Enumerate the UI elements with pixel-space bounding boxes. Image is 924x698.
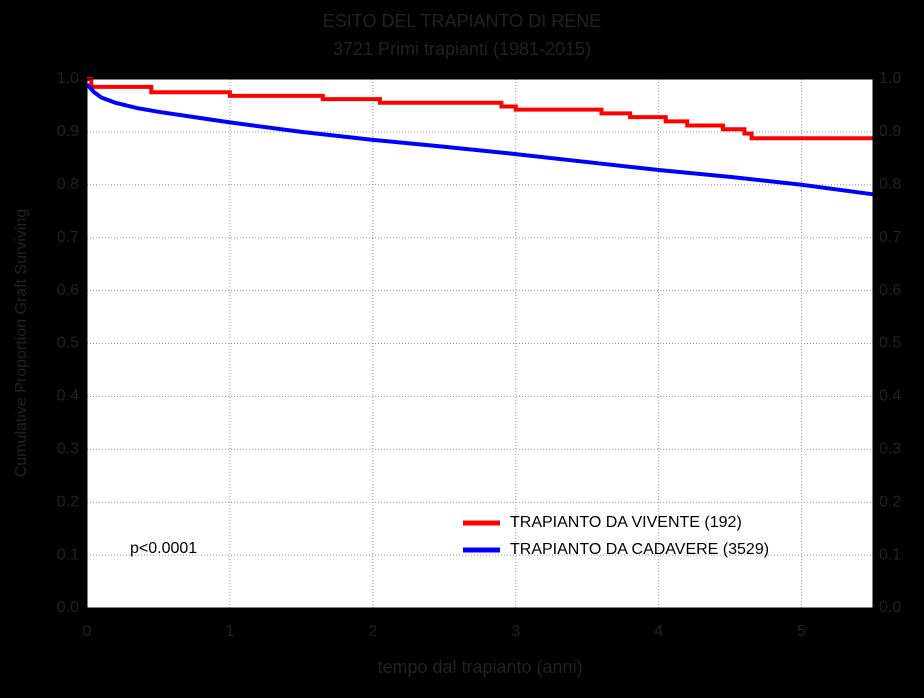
- y-tick-label: 0.9: [57, 123, 79, 140]
- legend-label: TRAPIANTO DA CADAVERE (3529): [510, 541, 769, 558]
- y2-tick-label: 0.4: [879, 388, 901, 405]
- chart-title: ESITO DEL TRAPIANTO DI RENE: [323, 11, 601, 31]
- y-tick-label: 0.2: [57, 493, 79, 510]
- y2-tick-label: 0.2: [879, 493, 901, 510]
- y-tick-label: 0.5: [57, 335, 79, 352]
- x-tick-label: 1: [225, 623, 234, 640]
- y2-tick-label: 0.0: [879, 599, 901, 616]
- x-tick-label: 5: [797, 623, 806, 640]
- x-tick-label: 0: [83, 623, 92, 640]
- y-tick-label: 0.6: [57, 282, 79, 299]
- y2-tick-label: 0.1: [879, 546, 901, 563]
- y-tick-label: 0.0: [57, 599, 79, 616]
- x-tick-label: 3: [511, 623, 520, 640]
- plot-frame: [86, 78, 874, 609]
- y2-tick-label: 0.6: [879, 282, 901, 299]
- y2-tick-label: 0.3: [879, 441, 901, 458]
- x-axis-label: tempo dal trapianto (anni): [377, 657, 582, 677]
- chart-subtitle: 3721 Primi trapianti (1981-2015): [333, 39, 591, 59]
- y-tick-label: 1.0: [57, 70, 79, 87]
- y2-tick-label: 0.7: [879, 229, 901, 246]
- y-axis-label: Cumulative Proportion Graft Surviving: [13, 209, 30, 478]
- y2-tick-label: 1.0: [879, 70, 901, 87]
- y-tick-label: 0.8: [57, 176, 79, 193]
- annotation: p<0.0001: [130, 540, 197, 557]
- y-tick-label: 0.1: [57, 546, 79, 563]
- survival-line: [87, 77, 873, 141]
- y-tick-label: 0.3: [57, 441, 79, 458]
- y2-tick-label: 0.5: [879, 335, 901, 352]
- y2-tick-label: 0.8: [879, 176, 901, 193]
- survival-line: [85, 82, 874, 197]
- x-tick-label: 4: [654, 623, 663, 640]
- legend-label: TRAPIANTO DA VIVENTE (192): [510, 514, 742, 531]
- y2-tick-label: 0.9: [879, 123, 901, 140]
- y-tick-label: 0.7: [57, 229, 79, 246]
- x-tick-label: 2: [368, 623, 377, 640]
- y-tick-label: 0.4: [57, 388, 79, 405]
